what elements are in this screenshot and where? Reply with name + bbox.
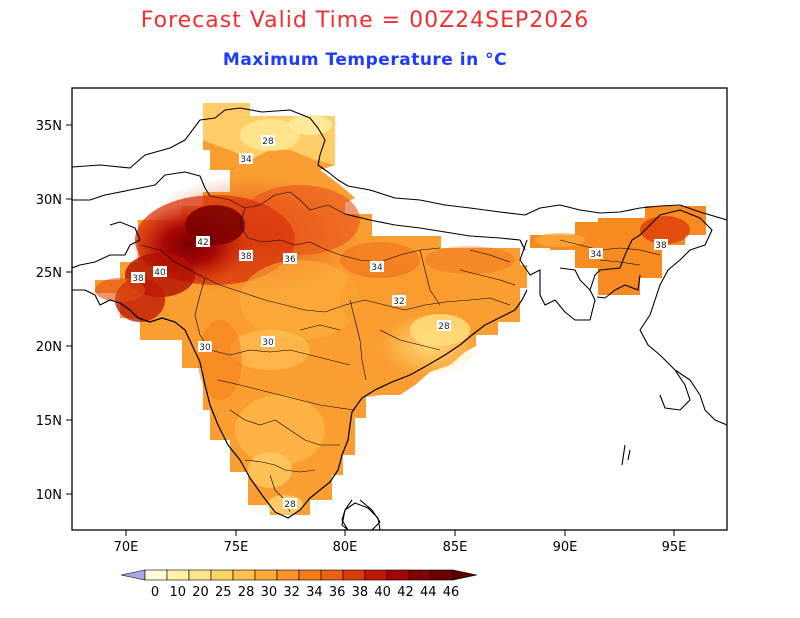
contour-label: 28 (262, 137, 274, 147)
map-subtitle: Maximum Temperature in °C (222, 50, 508, 70)
colorbar-swatch (276, 569, 300, 581)
colorbar-label: 46 (443, 585, 460, 600)
lat-label: 30N (36, 193, 62, 208)
contour-label: 28 (284, 500, 296, 510)
contour-label: 38 (240, 252, 252, 262)
lon-label: 80E (333, 540, 358, 555)
colorbar-swatch (298, 569, 322, 581)
india-coastline (119, 289, 528, 519)
colorbar-label: 42 (397, 585, 414, 600)
colorbar-label: 0 (151, 585, 159, 600)
axis-ticks (66, 124, 675, 536)
colorbar-label: 34 (306, 585, 323, 600)
contour-label: 34 (590, 250, 602, 260)
lat-label: 20N (36, 340, 62, 355)
colorbar-swatch (144, 569, 168, 581)
temperature-field (72, 103, 727, 530)
lat-label: 35N (36, 119, 62, 134)
colorbar-label: 10 (169, 585, 186, 600)
colorbar-label: 30 (261, 585, 278, 600)
state-boundaries (139, 191, 661, 513)
lon-label: 75E (224, 540, 249, 555)
lat-label: 25N (36, 266, 62, 281)
colorbar-swatch (342, 569, 366, 581)
colorbar-swatch (320, 569, 344, 581)
contour-label: 40 (154, 268, 166, 278)
contour-label: 28 (438, 322, 450, 332)
contour-labels: 28 34 42 38 36 34 38 40 32 28 30 28 34 3… (131, 135, 668, 510)
colorbar-low-arrow (120, 569, 146, 581)
colorbar: 0 10 20 25 28 30 32 34 36 38 40 42 44 46 (120, 569, 478, 600)
contour-label: 38 (132, 274, 144, 284)
colorbar-label: 25 (215, 585, 232, 600)
contour-label: 36 (284, 255, 296, 265)
colorbar-swatch (430, 569, 454, 581)
colorbar-swatch (254, 569, 278, 581)
lat-label: 15N (36, 414, 62, 429)
lon-label: 70E (114, 540, 139, 555)
colorbar-swatch (408, 569, 432, 581)
contour-label: 30 (262, 338, 274, 348)
colorbar-label: 44 (420, 585, 437, 600)
colorbar-swatch (210, 569, 234, 581)
contour-label: 32 (393, 297, 404, 307)
colorbar-swatch (166, 569, 190, 581)
map-frame (71, 87, 728, 531)
forecast-title: Forecast Valid Time = 00Z24SEP2026 (140, 8, 590, 33)
colorbar-label: 28 (238, 585, 255, 600)
colorbar-label: 20 (192, 585, 209, 600)
contour-label: 38 (655, 241, 667, 251)
lon-label: 95E (662, 540, 687, 555)
contour-label: 34 (371, 263, 383, 273)
colorbar-swatch (386, 569, 410, 581)
colorbar-label: 38 (352, 585, 369, 600)
lat-label: 10N (36, 488, 62, 503)
lon-label: 90E (553, 540, 578, 555)
colorbar-high-arrow (452, 569, 478, 581)
colorbar-label: 32 (283, 585, 300, 600)
lon-label: 85E (443, 540, 468, 555)
longitude-labels: 70E 75E 80E 85E 90E 95E (114, 540, 687, 555)
colorbar-label: 40 (374, 585, 391, 600)
contour-label: 30 (199, 343, 211, 353)
contour-label: 34 (240, 155, 252, 165)
colorbar-swatch (364, 569, 388, 581)
colorbar-swatch (232, 569, 256, 581)
contour-label: 42 (197, 238, 208, 248)
country-boundaries (72, 107, 727, 530)
latitude-labels: 35N 30N 25N 20N 15N 10N (36, 119, 62, 503)
colorbar-label: 36 (329, 585, 346, 600)
colorbar-swatch (188, 569, 212, 581)
